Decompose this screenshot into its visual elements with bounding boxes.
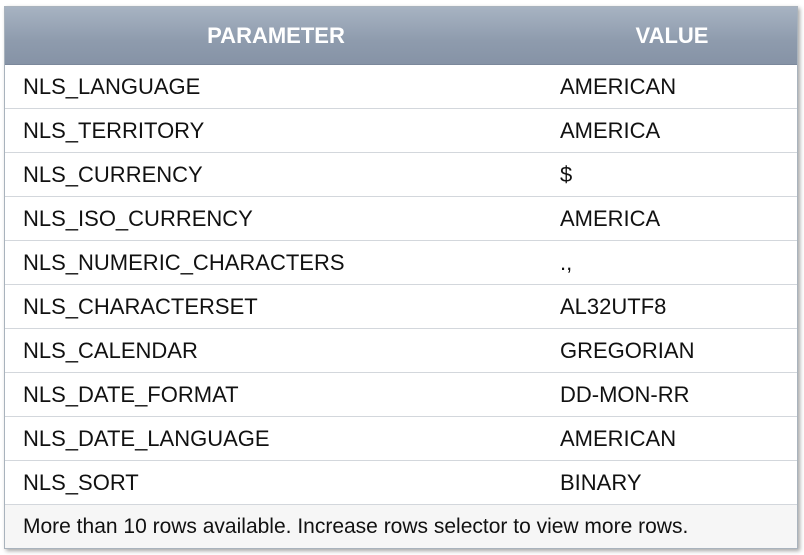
table-row: NLS_CALENDAR GREGORIAN [5,328,797,373]
table-row: NLS_TERRITORY AMERICA [5,108,797,153]
more-rows-message: More than 10 rows available. Increase ro… [5,505,797,548]
table-row: NLS_ISO_CURRENCY AMERICA [5,196,797,241]
table-row: NLS_LANGUAGE AMERICAN [5,64,797,109]
value-cell: AMERICA [547,196,797,241]
table-row: NLS_DATE_LANGUAGE AMERICAN [5,416,797,461]
nls-parameters-report: PARAMETER VALUE NLS_LANGUAGE AMERICAN NL… [4,6,798,549]
value-cell: ., [547,240,797,285]
table-row: NLS_CHARACTERSET AL32UTF8 [5,284,797,329]
value-cell: AL32UTF8 [547,284,797,329]
column-header-parameter[interactable]: PARAMETER [5,7,547,65]
table-row: NLS_CURRENCY $ [5,152,797,197]
parameter-cell: NLS_TERRITORY [5,108,547,153]
table-row: NLS_NUMERIC_CHARACTERS ., [5,240,797,285]
value-cell: AMERICAN [547,416,797,461]
parameter-cell: NLS_DATE_LANGUAGE [5,416,547,461]
value-cell: AMERICA [547,108,797,153]
column-header-value[interactable]: VALUE [547,7,797,65]
table-row: NLS_DATE_FORMAT DD-MON-RR [5,372,797,417]
value-cell: AMERICAN [547,64,797,109]
parameter-cell: NLS_DATE_FORMAT [5,372,547,417]
table-row: NLS_SORT BINARY [5,460,797,505]
parameter-cell: NLS_CALENDAR [5,328,547,373]
value-cell: GREGORIAN [547,328,797,373]
value-cell: BINARY [547,460,797,505]
value-cell: DD-MON-RR [547,372,797,417]
parameters-table: PARAMETER VALUE NLS_LANGUAGE AMERICAN NL… [5,7,797,505]
value-cell: $ [547,152,797,197]
parameter-cell: NLS_NUMERIC_CHARACTERS [5,240,547,285]
table-header-row: PARAMETER VALUE [5,7,797,65]
parameter-cell: NLS_LANGUAGE [5,64,547,109]
parameter-cell: NLS_CHARACTERSET [5,284,547,329]
parameter-cell: NLS_CURRENCY [5,152,547,197]
parameter-cell: NLS_ISO_CURRENCY [5,196,547,241]
parameter-cell: NLS_SORT [5,460,547,505]
